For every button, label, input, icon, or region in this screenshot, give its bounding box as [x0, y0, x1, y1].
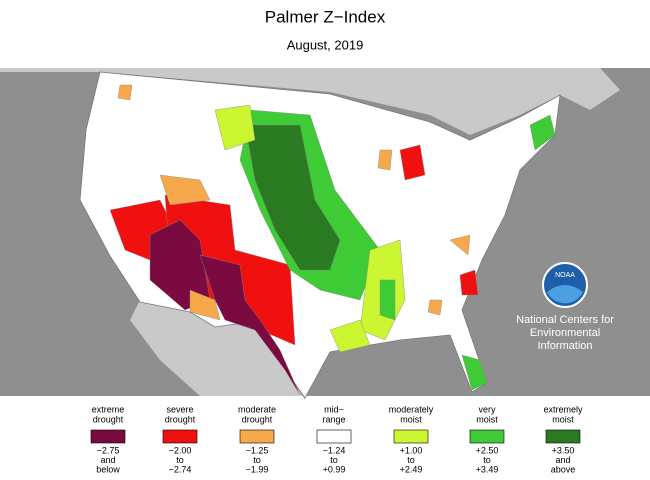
legend-range: −1.25	[246, 445, 269, 455]
legend-label: extreme	[92, 404, 125, 414]
subtitle: August, 2019	[287, 37, 364, 52]
legend-swatch	[90, 429, 126, 444]
legend-range: +0.99	[323, 464, 346, 474]
legend-range: +3.49	[476, 464, 499, 474]
legend-label: mid−	[324, 404, 344, 414]
legend-range: and	[100, 455, 115, 465]
legend-swatch	[239, 429, 275, 444]
legend-range: −2.75	[97, 445, 120, 455]
legend-label: severe	[166, 404, 193, 414]
index-region	[379, 279, 396, 321]
legend-swatch	[545, 429, 581, 444]
legend-range: −2.74	[169, 464, 192, 474]
legend-range: to	[253, 455, 261, 465]
index-region	[461, 354, 488, 391]
index-region	[459, 269, 479, 296]
index-region	[399, 144, 426, 181]
legend-label: moderately	[389, 404, 434, 414]
org-name: Information	[537, 340, 592, 352]
legend-range: +2.49	[400, 464, 423, 474]
legend-range: −1.99	[246, 464, 269, 474]
legend-label: extremely	[543, 404, 583, 414]
org-name: National Centers for	[516, 314, 614, 326]
legend-label: range	[322, 414, 345, 424]
legend-label: drought	[165, 414, 196, 424]
index-region	[117, 84, 133, 101]
title: Palmer Z−Index	[265, 7, 386, 26]
legend-label: drought	[93, 414, 124, 424]
index-region	[329, 319, 371, 353]
legend-swatch	[162, 429, 198, 444]
legend-label: moist	[400, 414, 422, 424]
legend-label: very	[478, 404, 496, 414]
legend-label: moist	[552, 414, 574, 424]
legend-label: drought	[242, 414, 273, 424]
index-region	[189, 289, 221, 321]
logo-text: NOAA	[555, 272, 575, 279]
index-region	[199, 254, 301, 396]
canada	[0, 68, 620, 135]
map	[0, 68, 650, 400]
legend-swatch	[393, 429, 429, 444]
index-region	[377, 149, 393, 171]
org-name: Environmental	[530, 327, 600, 339]
index-region	[449, 234, 471, 256]
logo-wave	[547, 285, 583, 304]
legend-range: and	[555, 455, 570, 465]
legend-range: +1.00	[400, 445, 423, 455]
legend-range: to	[330, 455, 338, 465]
legend-label: moist	[476, 414, 498, 424]
index-region	[529, 114, 556, 151]
legend-swatch	[469, 429, 505, 444]
noaa-logo: NOAA National Centers for Environmental …	[516, 262, 614, 352]
index-region	[159, 174, 211, 206]
legend-range: +2.50	[476, 445, 499, 455]
legend-range: above	[551, 464, 576, 474]
index-region	[427, 299, 443, 316]
legend-range: −1.24	[323, 445, 346, 455]
legend-range: to	[483, 455, 491, 465]
mexico	[130, 300, 305, 400]
legend-label: moderate	[238, 404, 276, 414]
legend-range: below	[96, 464, 120, 474]
legend-range: to	[176, 455, 184, 465]
legend-range: −2.00	[169, 445, 192, 455]
legend: extremedrought−2.75andbelowseveredrought…	[90, 404, 583, 474]
legend-range: to	[407, 455, 415, 465]
legend-range: +3.50	[552, 445, 575, 455]
index-region	[244, 124, 341, 271]
legend-swatch	[316, 429, 352, 444]
index-region	[214, 104, 256, 151]
